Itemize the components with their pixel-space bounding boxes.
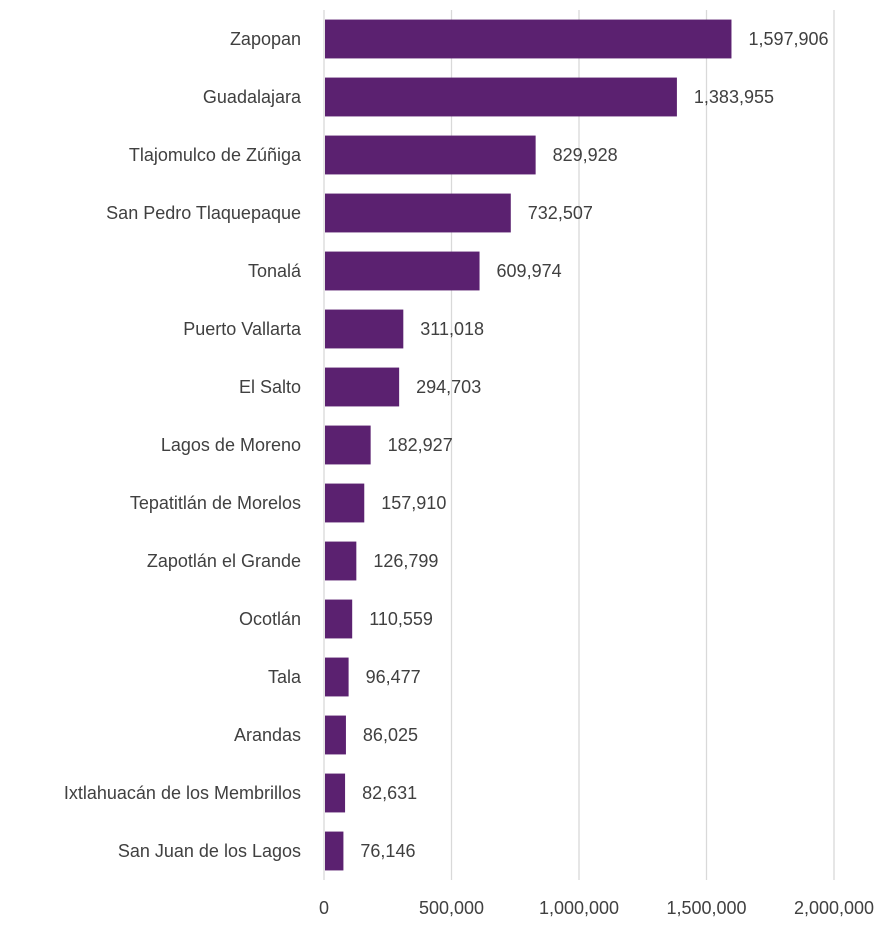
bar	[325, 309, 404, 349]
category-label: Ocotlán	[239, 609, 301, 629]
value-label: 82,631	[362, 783, 417, 803]
value-label: 96,477	[366, 667, 421, 687]
category-label: Puerto Vallarta	[183, 319, 302, 339]
bar	[325, 19, 732, 59]
value-label: 76,146	[360, 841, 415, 861]
bar	[325, 599, 353, 639]
value-label: 1,383,955	[694, 87, 774, 107]
category-label: Arandas	[234, 725, 301, 745]
category-label: El Salto	[239, 377, 301, 397]
category-label: Tala	[268, 667, 302, 687]
x-tick-label: 2,000,000	[794, 898, 874, 918]
value-label: 86,025	[363, 725, 418, 745]
bar	[325, 773, 346, 813]
bar	[325, 831, 344, 871]
value-label: 732,507	[528, 203, 593, 223]
value-label: 609,974	[497, 261, 562, 281]
x-tick-label: 1,000,000	[539, 898, 619, 918]
x-tick-labels: 0 500,000 1,000,000 1,500,000 2,000,000	[319, 898, 874, 918]
value-labels: 1,597,906 1,383,955 829,928 732,507 609,974 3…	[360, 29, 828, 861]
bar	[325, 541, 357, 581]
bar	[325, 715, 346, 755]
category-label: Tepatitlán de Morelos	[130, 493, 301, 513]
bar	[325, 483, 365, 523]
category-label: Zapotlán el Grande	[147, 551, 301, 571]
bar	[325, 367, 400, 407]
value-label: 182,927	[388, 435, 453, 455]
value-label: 126,799	[373, 551, 438, 571]
category-labels: Zapopan Guadalajara Tlajomulco de Zúñiga Sa…	[64, 29, 302, 861]
value-label: 1,597,906	[748, 29, 828, 49]
category-label: Tlajomulco de Zúñiga	[129, 145, 302, 165]
bar	[325, 193, 511, 233]
category-label: Guadalajara	[203, 87, 302, 107]
value-label: 110,559	[369, 609, 433, 629]
x-tick-label: 1,500,000	[666, 898, 746, 918]
value-label: 294,703	[416, 377, 481, 397]
value-label: 311,018	[420, 319, 484, 339]
x-tick-label: 0	[319, 898, 329, 918]
value-label: 829,928	[553, 145, 618, 165]
bar	[325, 251, 480, 291]
bar	[325, 135, 536, 175]
x-tick-label: 500,000	[419, 898, 484, 918]
bar	[325, 77, 677, 117]
bar	[325, 657, 349, 697]
value-label: 157,910	[381, 493, 446, 513]
bar	[325, 425, 371, 465]
category-label: Lagos de Moreno	[161, 435, 301, 455]
bars	[325, 19, 732, 871]
category-label: Ixtlahuacán de los Membrillos	[64, 783, 301, 803]
category-label: San Juan de los Lagos	[118, 841, 301, 861]
category-label: San Pedro Tlaquepaque	[106, 203, 301, 223]
category-label: Zapopan	[230, 29, 301, 49]
category-label: Tonalá	[248, 261, 302, 281]
